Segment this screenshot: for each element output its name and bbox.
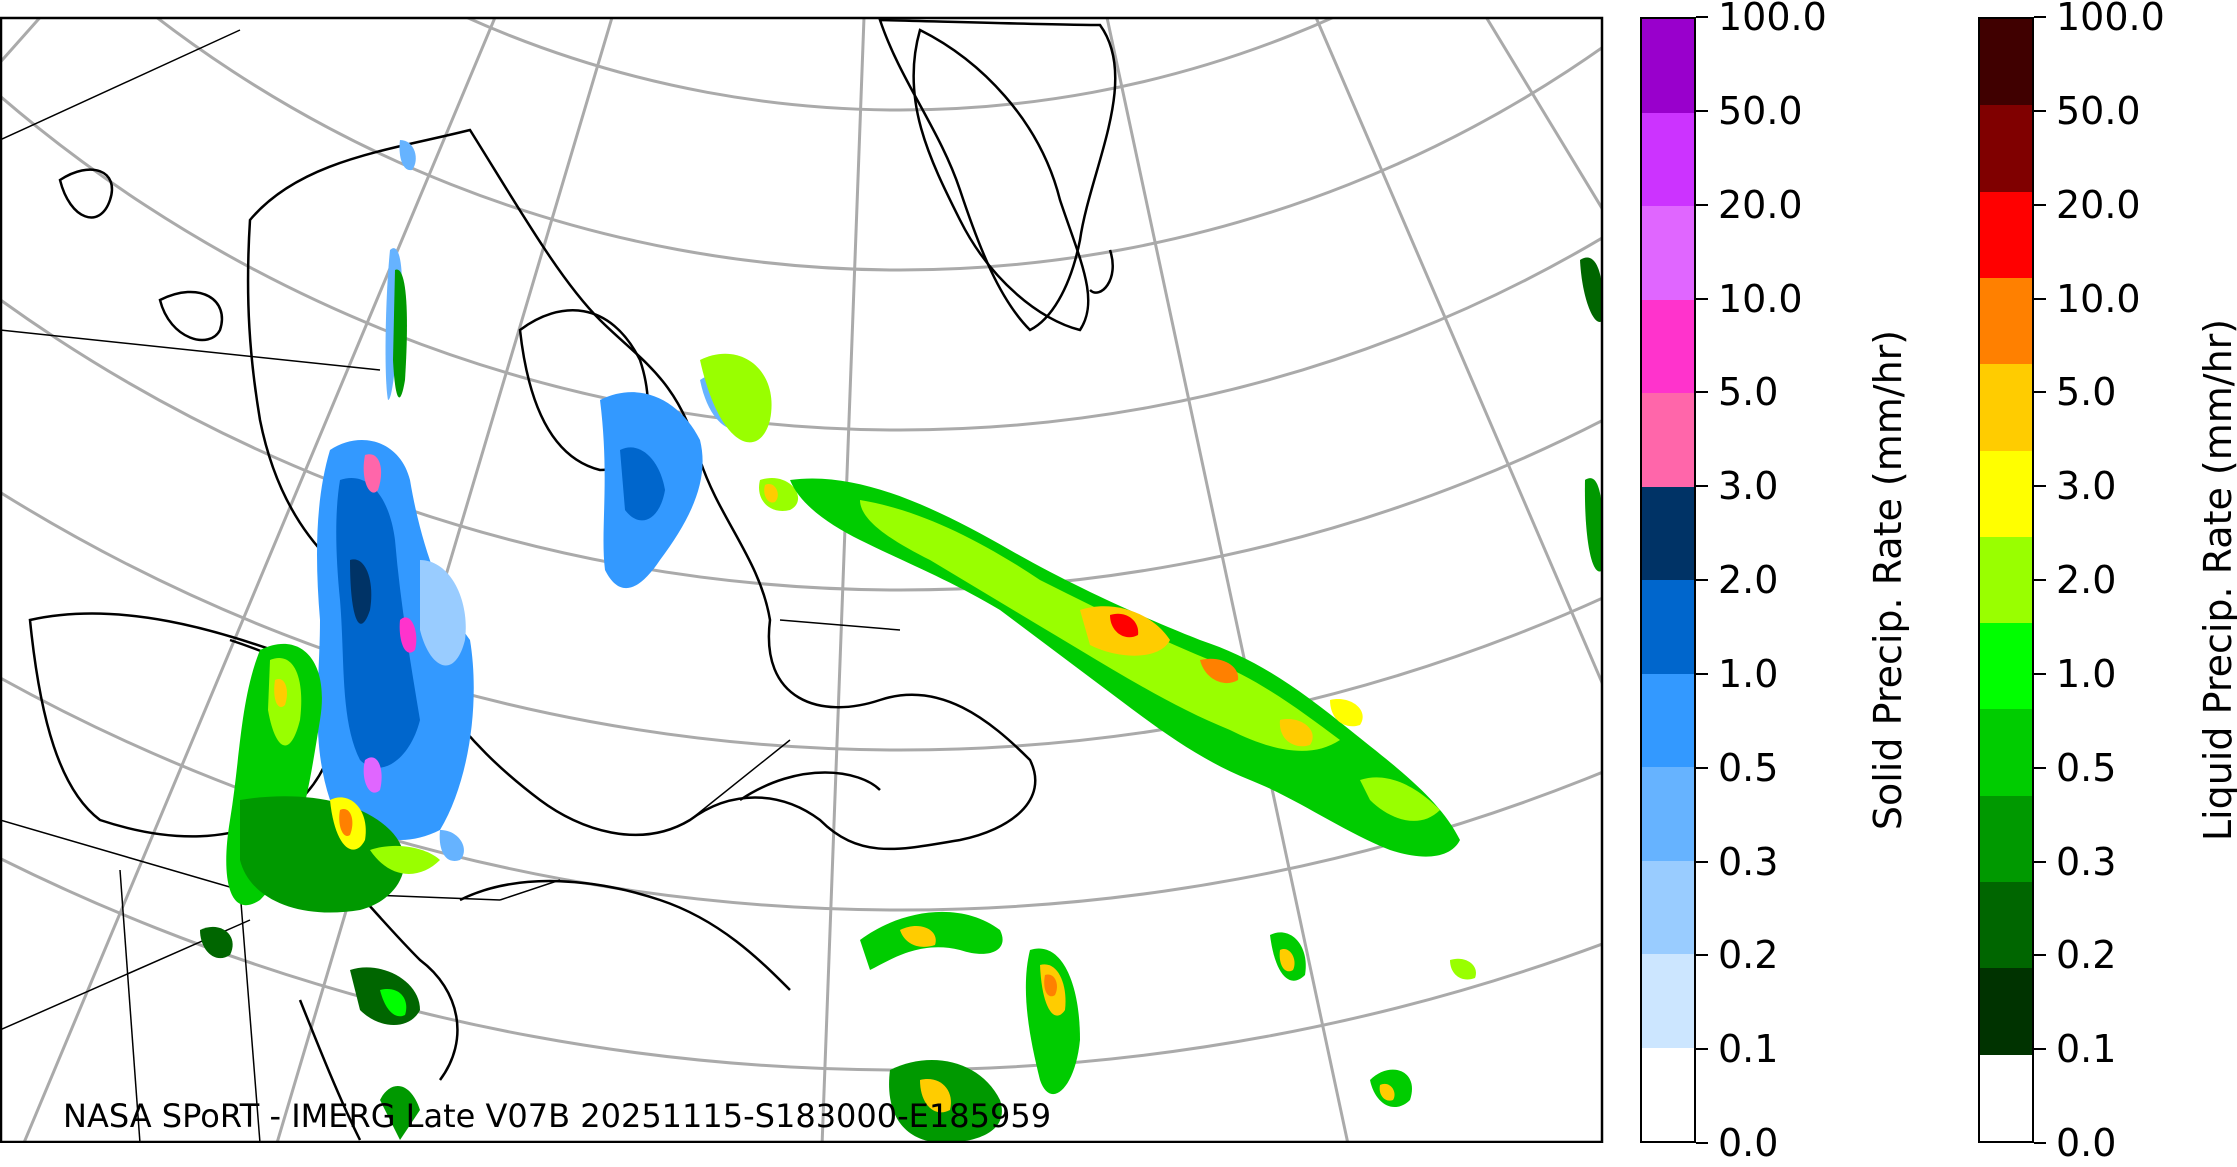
colorbar-tick: 50.0 [2034,89,2141,133]
colorbar-tick: 20.0 [1696,183,1803,227]
colorbar-tick-label: 10.0 [1718,276,1803,321]
colorbar-tick-label: 2.0 [1718,558,1779,602]
colorbar-segment [1642,112,1694,206]
colorbar-segment [1980,277,2032,365]
colorbar-tick-label: 50.0 [2056,88,2141,133]
colorbar-tick-label: 50.0 [1718,88,1803,133]
colorbar-tick: 0.2 [2034,933,2116,977]
colorbar-tick-label: 0.5 [2056,745,2117,790]
colorbar-tick: 10.0 [2034,277,2141,321]
colorbar-segment [1980,968,2032,1055]
colorbar-segment [1642,860,1694,954]
colorbar-tick: 0.1 [2034,1027,2116,1071]
colorbar-tick: 2.0 [2034,558,2116,602]
colorbar-segment [1642,206,1694,300]
liquid-precip-colorbar [1978,17,2034,1143]
colorbar-tick: 20.0 [2034,183,2141,227]
colorbar-tick-label: 5.0 [1718,370,1779,415]
colorbar-tick: 100.0 [2034,0,2165,39]
colorbar-segment [1642,580,1694,674]
colorbar-tick-label: 5.0 [2056,370,2117,415]
colorbar-tick: 0.0 [2034,1121,2116,1165]
colorbar-tick-label: 20.0 [2056,182,2141,227]
colorbar-tick: 1.0 [1696,652,1778,696]
colorbar-tick: 0.2 [1696,933,1778,977]
colorbar-tick-label: 100.0 [1718,0,1827,39]
colorbar-tick: 1.0 [2034,652,2116,696]
precipitation-field [200,140,1603,1143]
colorbar-segment [1980,536,2032,624]
colorbar-tick: 10.0 [1696,277,1803,321]
solid-precip-colorbar [1640,17,1696,1143]
colorbar-tick: 0.1 [1696,1027,1778,1071]
colorbar-tick-label: 0.3 [2056,839,2117,884]
colorbar-tick: 5.0 [1696,370,1778,414]
colorbar-tick-label: 3.0 [2056,464,2117,509]
map-caption: NASA SPoRT - IMERG Late V07B 20251115-S1… [63,1097,1052,1135]
colorbar-segment [1980,1054,2032,1141]
colorbar-tick-label: 0.1 [2056,1027,2117,1072]
colorbar-segment [1980,709,2032,796]
colorbar-segment [1980,105,2032,192]
colorbar-tick-label: 0.0 [1718,1121,1779,1165]
colorbar-tick: 3.0 [2034,464,2116,508]
colorbar-segment [1980,18,2032,106]
colorbar-tick: 2.0 [1696,558,1778,602]
precipitation-map [0,16,1604,1143]
colorbar-segment [1980,191,2032,278]
colorbar-tick-label: 100.0 [2056,0,2165,39]
colorbar-tick: 0.3 [2034,840,2116,884]
colorbar-tick-label: 0.2 [1718,933,1779,978]
colorbar-segment [1980,364,2032,451]
colorbar-segment [1642,393,1694,487]
liquid-precip-colorbar-title: Liquid Precip. Rate (mm/hr) [2196,318,2237,842]
colorbar-tick: 100.0 [1696,0,1827,39]
colorbar-tick: 3.0 [1696,464,1778,508]
colorbar-tick: 0.3 [1696,840,1778,884]
colorbar-tick-label: 0.0 [2056,1121,2117,1165]
colorbar-segment [1642,1047,1694,1141]
colorbar-tick: 5.0 [2034,370,2116,414]
colorbar-segment [1980,882,2032,969]
colorbar-segment [1642,486,1694,580]
colorbar-tick-label: 20.0 [1718,182,1803,227]
colorbar-segment [1642,767,1694,861]
colorbar-segment [1642,19,1694,113]
colorbar-tick-label: 10.0 [2056,276,2141,321]
colorbar-segment [1642,299,1694,393]
colorbar-tick-label: 0.3 [1718,839,1779,884]
colorbar-segment [1980,450,2032,537]
colorbar-tick: 0.5 [2034,746,2116,790]
colorbar-tick-label: 1.0 [1718,651,1779,696]
colorbar-segment [1642,954,1694,1048]
colorbar-segment [1642,673,1694,767]
colorbar-tick-label: 0.5 [1718,745,1779,790]
colorbar-tick-label: 0.1 [1718,1027,1779,1072]
colorbar-tick-label: 1.0 [2056,651,2117,696]
colorbar-tick-label: 2.0 [2056,558,2117,602]
colorbar-segment [1980,795,2032,883]
colorbar-tick-label: 3.0 [1718,464,1779,509]
colorbar-tick-label: 0.2 [2056,933,2117,978]
colorbar-tick: 0.0 [1696,1121,1778,1165]
colorbar-segment [1980,623,2032,710]
colorbar-tick: 0.5 [1696,746,1778,790]
solid-precip-colorbar-title: Solid Precip. Rate (mm/hr) [1866,329,1910,831]
colorbar-tick: 50.0 [1696,89,1803,133]
